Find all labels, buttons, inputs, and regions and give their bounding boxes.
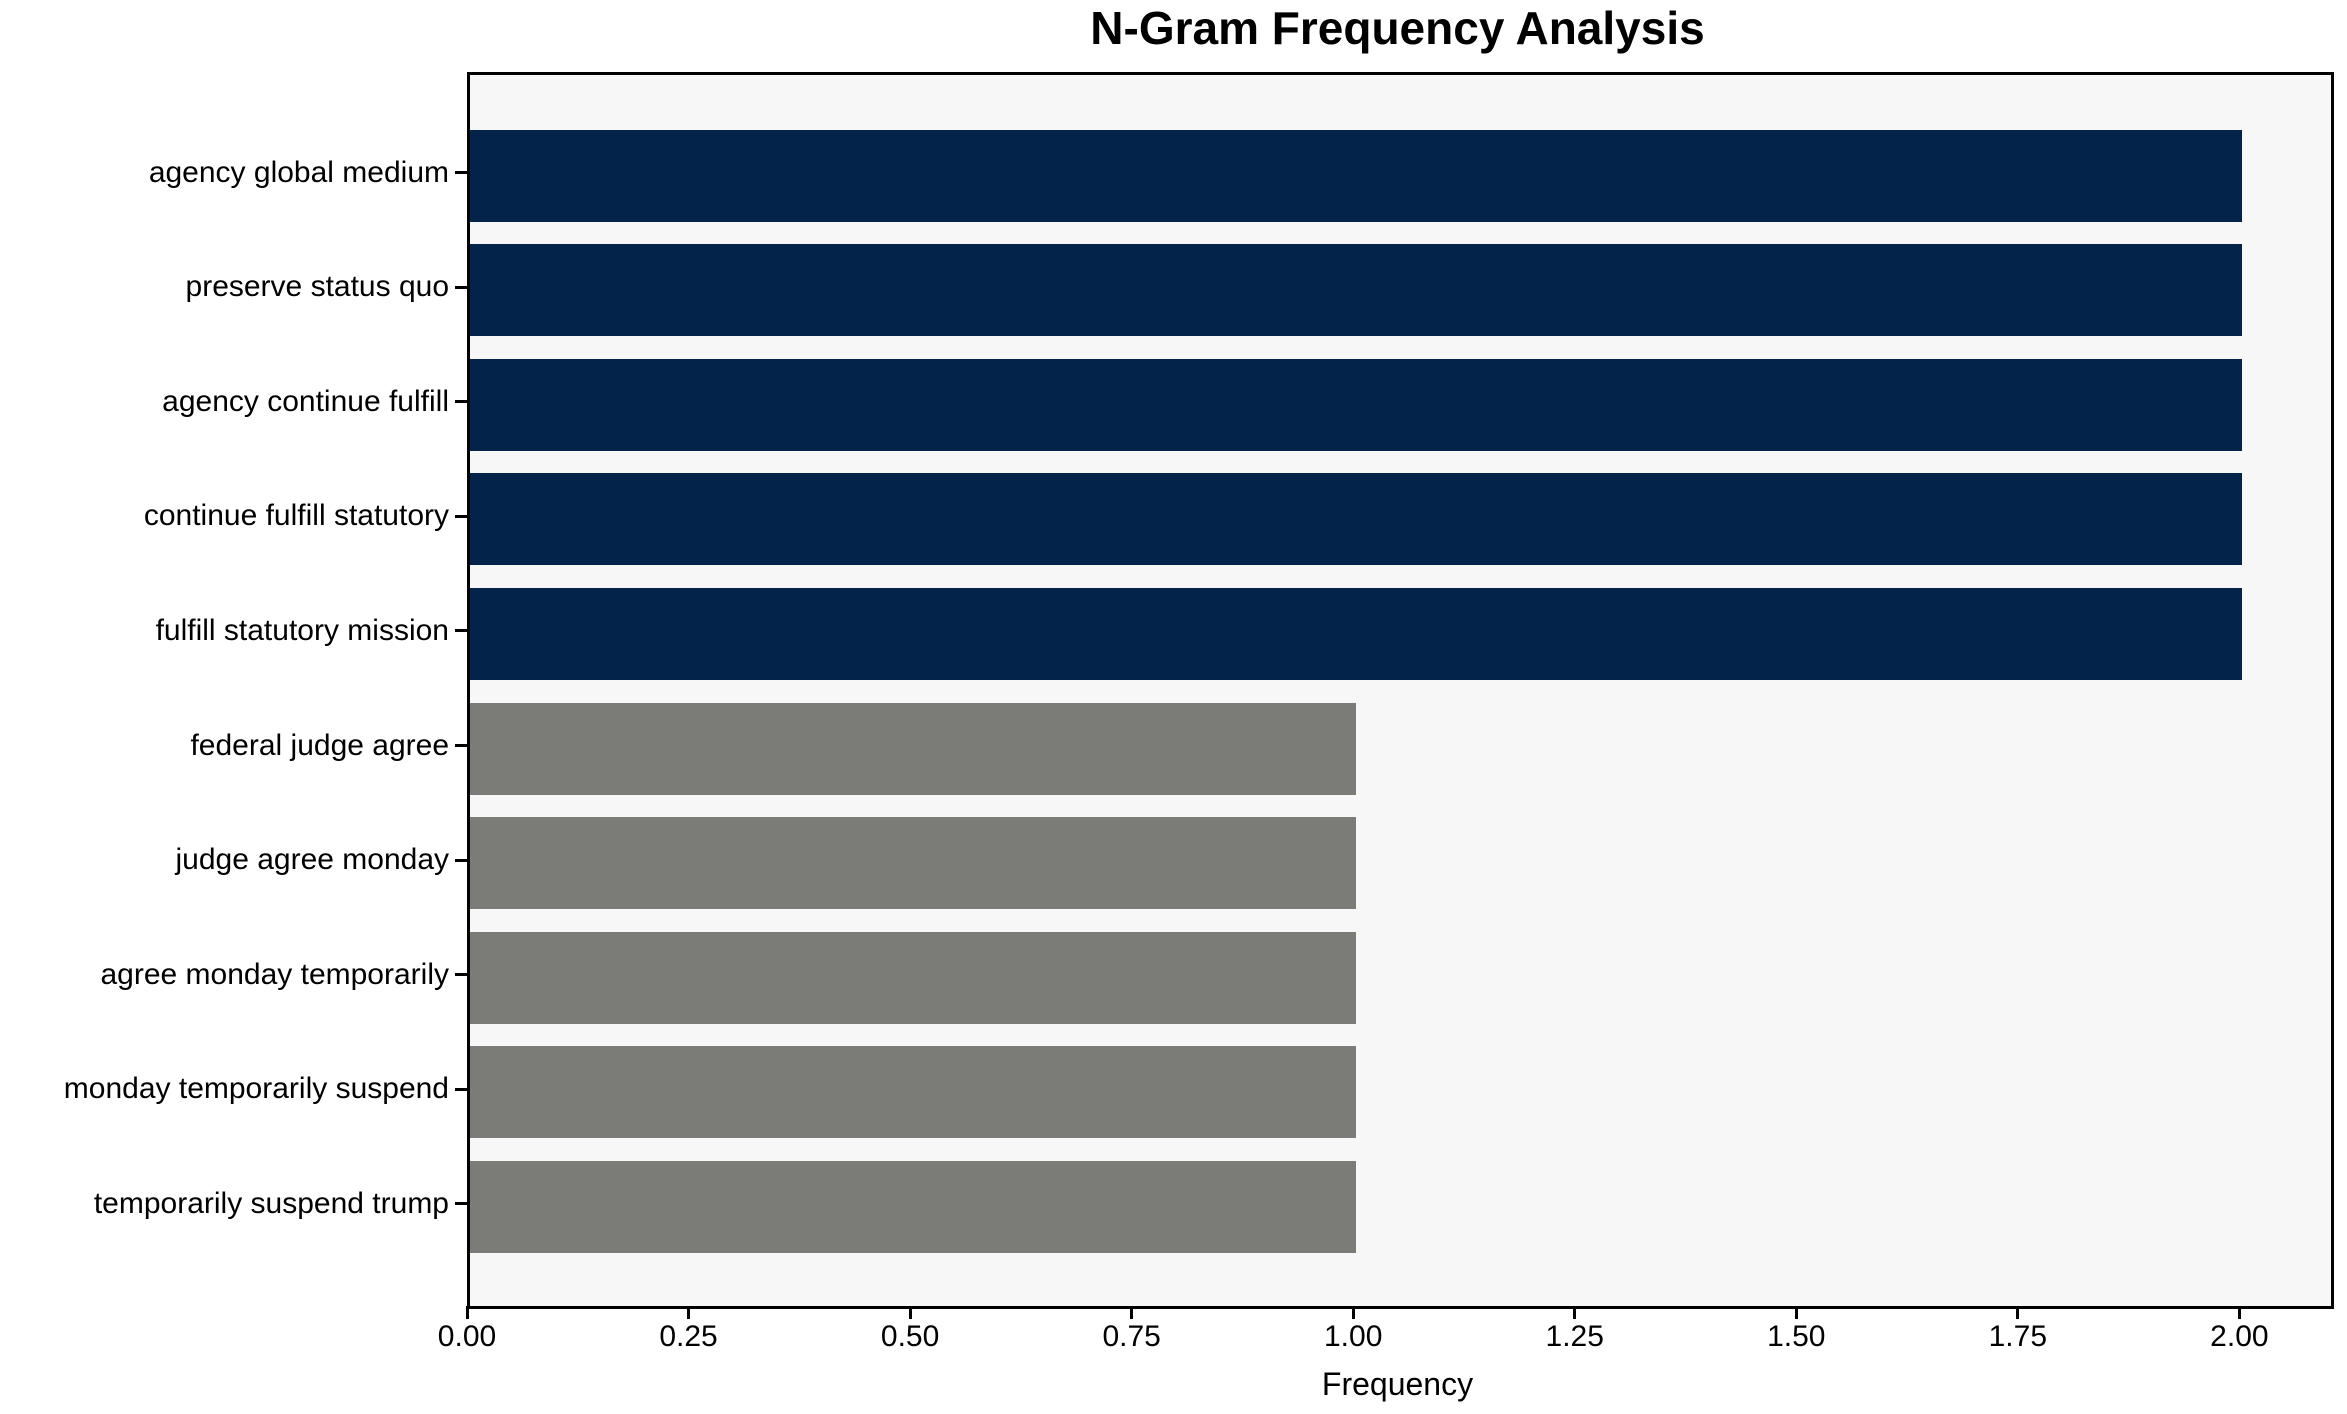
x-tick-mark: [2016, 1306, 2020, 1319]
x-tick-mark: [465, 1306, 469, 1319]
x-tick-mark: [1351, 1306, 1355, 1319]
chart-title: N-Gram Frequency Analysis: [1090, 2, 1705, 54]
bar-agency-continue-fulfill: [470, 358, 2243, 451]
y-tick-label: continue fulfill statutory: [143, 499, 449, 533]
x-axis-label: Frequency: [1321, 1366, 1474, 1402]
x-tick-mark: [908, 1306, 912, 1319]
x-tick-mark: [1130, 1306, 1134, 1319]
y-tick-label: agency continue fulfill: [162, 384, 449, 418]
y-tick-label: monday temporarily suspend: [63, 1072, 449, 1106]
y-tick-mark: [455, 285, 467, 289]
x-tick-label: 0.00: [437, 1320, 497, 1353]
bar-judge-agree-monday: [470, 817, 1357, 910]
y-tick-mark: [455, 858, 467, 862]
y-tick-mark: [455, 1202, 467, 1206]
x-tick-mark: [1794, 1306, 1798, 1319]
bar-monday-temporarily-suspend: [470, 1046, 1357, 1139]
y-tick-mark: [455, 744, 467, 747]
y-tick-label: judge agree monday: [175, 843, 449, 877]
x-tick-label: 0.75: [1102, 1320, 1161, 1353]
bar-federal-judge-agree: [470, 702, 1357, 795]
bar-continue-fulfill-statutory: [470, 473, 2243, 566]
bar-agree-monday-temporarily: [470, 931, 1357, 1024]
x-tick-label: 1.50: [1767, 1320, 1826, 1353]
bar-agency-global-medium: [470, 129, 2243, 222]
bar-preserve-status-quo: [470, 244, 2243, 337]
x-tick-mark: [1573, 1306, 1577, 1319]
plot-area: [467, 72, 2334, 1309]
x-tick-label: 1.25: [1545, 1320, 1604, 1353]
bar-temporarily-suspend-trump: [470, 1160, 1357, 1253]
x-tick-mark: [687, 1306, 691, 1319]
y-tick-mark: [455, 629, 467, 633]
x-tick-label: 0.50: [880, 1320, 940, 1353]
y-tick-label: temporarily suspend trump: [93, 1186, 449, 1220]
y-tick-label: fulfill statutory mission: [155, 613, 449, 647]
y-tick-label: federal judge agree: [190, 728, 449, 762]
y-tick-label: agree monday temporarily: [100, 957, 449, 991]
y-tick-mark: [455, 400, 467, 404]
y-tick-mark: [455, 514, 467, 518]
y-tick-mark: [455, 973, 467, 977]
y-tick-mark: [455, 171, 467, 174]
bar-fulfill-statutory-mission: [470, 587, 2243, 680]
y-tick-label: agency global medium: [148, 155, 449, 189]
x-tick-mark: [2237, 1306, 2241, 1319]
y-tick-mark: [455, 1087, 467, 1091]
x-tick-label: 1.00: [1323, 1320, 1383, 1353]
y-tick-label: preserve status quo: [185, 270, 449, 304]
x-tick-label: 1.75: [1988, 1320, 2048, 1353]
x-tick-label: 2.00: [2210, 1320, 2269, 1353]
x-tick-label: 0.25: [659, 1320, 718, 1353]
